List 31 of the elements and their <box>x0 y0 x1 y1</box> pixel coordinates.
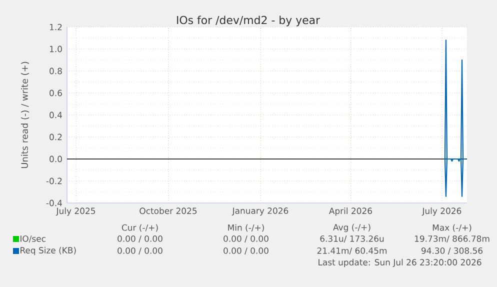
text: Last update: Sun Jul 26 23:20:00 2026 <box>318 258 482 268</box>
y-tick-label: 0.2 <box>50 134 62 140</box>
x-tick-label: October 2025 <box>140 208 197 214</box>
y-tick-label: -0.4 <box>46 200 62 206</box>
chart-title: IOs for /dev/md2 - by year <box>177 16 320 26</box>
text: 0.00 / 0.00 <box>118 235 162 243</box>
y-tick-label: 0.4 <box>50 112 62 118</box>
text: Max (-/+) <box>432 224 472 232</box>
y-axis-title: Units read (-) / write (+) <box>21 62 30 168</box>
y-tick-label: 0.6 <box>50 90 62 96</box>
x-tick-label: January 2026 <box>232 208 288 216</box>
text: 21.41m/ 60.45m <box>317 247 387 255</box>
text: Avg (-/+) <box>333 224 370 232</box>
legend-label: IO/sec <box>20 235 46 243</box>
text: 94.30 / 308.56 <box>421 247 483 255</box>
y-tick-label: 0.0 <box>50 156 62 162</box>
y-tick-label: 1.2 <box>50 24 62 30</box>
text: 19.73m/ 866.78m <box>414 235 490 243</box>
text: 0.00 / 0.00 <box>224 235 268 243</box>
y-tick-label: -0.2 <box>46 178 62 184</box>
text: 6.31u/ 173.26u <box>320 235 384 243</box>
y-tick-label: 1.0 <box>50 46 62 52</box>
text: 0.00 / 0.00 <box>224 247 268 255</box>
text: 0.00 / 0.00 <box>118 247 162 255</box>
legend-label: Req Size (KB) <box>20 246 76 256</box>
text: Cur (-/+) <box>122 224 158 232</box>
text: Min (-/+) <box>228 224 264 232</box>
y-tick-label: 0.8 <box>50 68 62 74</box>
x-tick-label: April 2026 <box>328 208 372 216</box>
x-tick-label: July 2026 <box>422 208 462 216</box>
x-tick-label: July 2025 <box>56 208 96 216</box>
